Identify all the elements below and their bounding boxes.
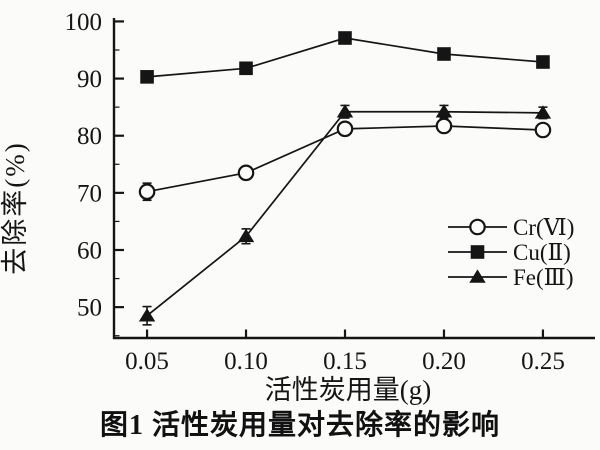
legend-label: Fe(Ⅲ): [513, 265, 574, 290]
removal-rate-line-chart: 活性炭用量(g) 去除率(%) 50 60 70 80 90 100 0.05 0.10 0.1…: [0, 9, 595, 405]
series-fe: [138, 104, 552, 326]
axes: [112, 18, 595, 340]
x-tick-label: 0.05: [125, 348, 169, 375]
x-tick-label: 0.10: [224, 348, 268, 375]
series-cu: [140, 31, 550, 84]
legend-label: Cu(Ⅱ): [513, 240, 571, 265]
square-filled-marker: [536, 55, 550, 69]
circle-open-marker: [534, 121, 552, 139]
x-tick-label: 0.15: [323, 348, 367, 375]
y-axis-title: 去除率(%): [0, 141, 30, 274]
circle-open-marker: [336, 120, 354, 138]
y-tick-label: 90: [77, 66, 102, 93]
legend-circle-open-icon: [469, 218, 486, 236]
y-tick-label: 80: [77, 123, 102, 150]
legend-row-fe: Fe(Ⅲ): [448, 265, 574, 290]
triangle-filled-marker: [138, 308, 156, 322]
figure-caption: 图1 活性炭用量对去除率的影响: [99, 410, 500, 441]
legend-triangle-filled-icon: [469, 269, 486, 283]
x-tick-label: 0.25: [521, 348, 565, 375]
triangle-filled-marker: [237, 228, 255, 243]
series-line: [146, 110, 543, 317]
y-tick-label: 100: [65, 9, 103, 36]
circle-open-marker: [138, 183, 156, 201]
circle-open-marker: [237, 164, 255, 182]
legend-row-cu: Cu(Ⅱ): [448, 240, 571, 265]
triangle-filled-marker: [336, 104, 354, 118]
circle-open-marker: [435, 117, 453, 135]
triangle-filled-marker: [534, 105, 552, 119]
y-tick-label: 50: [77, 295, 102, 322]
square-filled-marker: [140, 70, 154, 84]
x-axis-title: 活性炭用量(g): [265, 375, 431, 405]
triangle-filled-marker: [435, 104, 453, 118]
legend: Cr(Ⅵ)Cu(Ⅱ)Fe(Ⅲ): [448, 215, 574, 290]
legend-square-filled-icon: [470, 245, 485, 259]
square-filled-marker: [239, 61, 253, 76]
square-filled-marker: [437, 47, 451, 61]
y-tick-label: 70: [77, 180, 102, 207]
square-filled-marker: [338, 31, 352, 45]
y-tick-label: 60: [77, 238, 102, 265]
legend-row-cr: Cr(Ⅵ): [448, 215, 574, 240]
y-axis-ticks: 50 60 70 80 90 100: [65, 9, 124, 337]
series-cr: [138, 117, 552, 202]
x-axis-ticks: 0.05 0.10 0.15 0.20 0.25: [125, 329, 565, 375]
x-tick-label: 0.20: [422, 348, 466, 375]
legend-label: Cr(Ⅵ): [513, 215, 574, 240]
